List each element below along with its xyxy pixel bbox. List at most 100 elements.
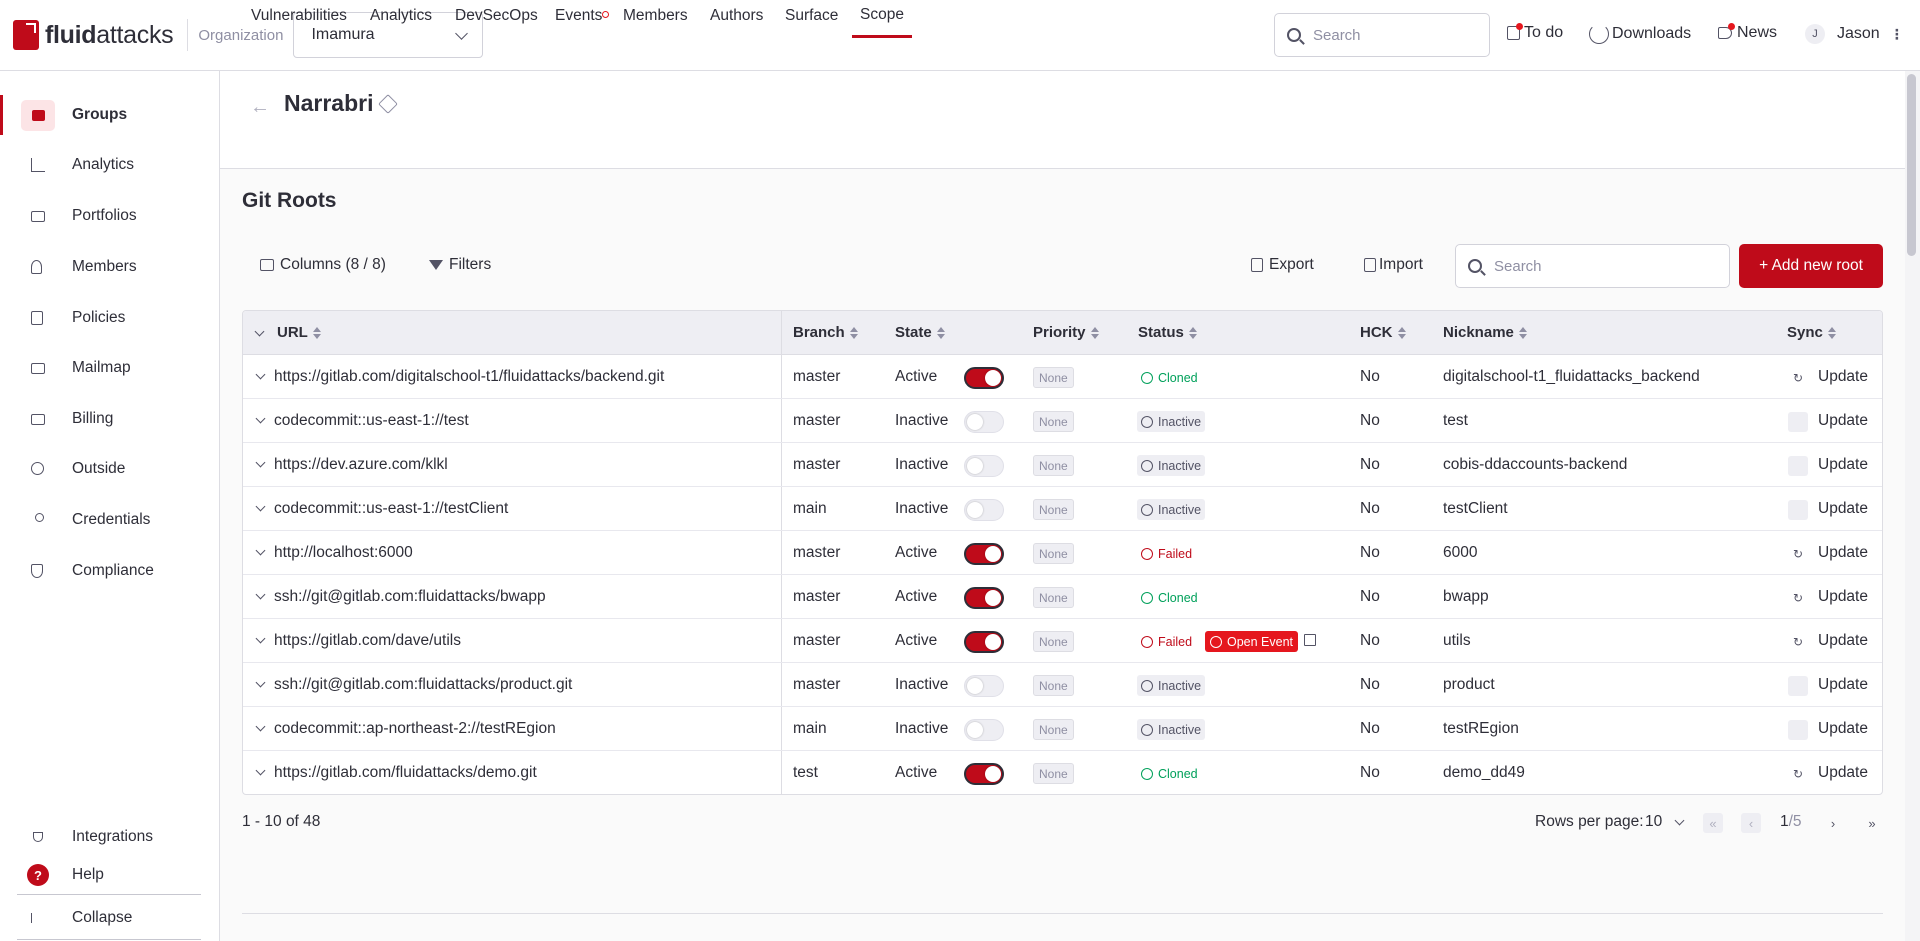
sidebar-item-portfolios[interactable]: Portfolios [0, 196, 219, 236]
column-header-branch[interactable]: Branch [793, 324, 858, 341]
root-url: http://localhost:6000 [274, 544, 413, 561]
group-info-icon[interactable] [378, 94, 398, 114]
root-state-toggle[interactable] [964, 719, 1004, 741]
column-header-hck[interactable]: HCK [1360, 324, 1406, 341]
root-state-toggle[interactable] [964, 675, 1004, 697]
table-row[interactable]: ssh://git@gitlab.com:fluidattacks/produc… [243, 663, 1882, 707]
todo-button[interactable]: To do [1507, 23, 1563, 42]
user-menu[interactable]: J Jason ⋮ [1805, 24, 1904, 44]
root-state-toggle[interactable] [964, 631, 1004, 653]
tab-surface[interactable]: Surface [785, 0, 838, 38]
columns-button[interactable]: Columns (8 / 8) [260, 254, 386, 276]
root-state: Active [895, 588, 938, 605]
sidebar-item-label: Policies [72, 309, 126, 326]
table-row[interactable]: codecommit::us-east-1://testClient main In… [243, 487, 1882, 531]
external-link-icon[interactable] [1304, 634, 1316, 646]
expand-row-chevron-icon[interactable] [255, 589, 266, 600]
table-row[interactable]: https://gitlab.com/dave/utils master Activ… [243, 619, 1882, 663]
sync-update-button[interactable]: Update [1818, 544, 1868, 561]
tab-members[interactable]: Members [623, 0, 688, 38]
expand-row-chevron-icon[interactable] [255, 545, 266, 556]
tab-analytics[interactable]: Analytics [370, 0, 432, 38]
expand-row-chevron-icon[interactable] [255, 501, 266, 512]
sidebar-item-analytics[interactable]: Analytics [0, 145, 219, 185]
tab-authors[interactable]: Authors [710, 0, 763, 38]
root-hck: No [1360, 588, 1380, 605]
sidebar-item-help[interactable]: ? Help [0, 855, 219, 895]
sidebar-item-members[interactable]: Members [0, 247, 219, 287]
sidebar-item-mailmap[interactable]: Mailmap [0, 348, 219, 388]
root-state-toggle[interactable] [964, 543, 1004, 565]
table-row[interactable]: https://gitlab.com/digitalschool-t1/flui… [243, 355, 1882, 399]
expand-all-chevron-icon[interactable] [254, 326, 265, 337]
tab-devsecops[interactable]: DevSecOps [455, 0, 538, 38]
fluidattacks-logo[interactable]: fluidattacks [13, 15, 174, 55]
global-search-input[interactable]: Search [1274, 13, 1490, 57]
sidebar-item-policies[interactable]: Policies [0, 298, 219, 338]
add-new-root-button[interactable]: + Add new root [1739, 244, 1883, 288]
filters-button[interactable]: Filters [429, 254, 491, 276]
previous-page-button[interactable]: ‹ [1741, 813, 1761, 833]
table-row[interactable]: codecommit::ap-northeast-2://testREgion m… [243, 707, 1882, 751]
column-header-status[interactable]: Status [1138, 324, 1197, 341]
expand-row-chevron-icon[interactable] [255, 633, 266, 644]
export-icon [1251, 258, 1263, 272]
table-row[interactable]: http://localhost:6000 master Active None Fai… [243, 531, 1882, 575]
column-header-sync[interactable]: Sync [1787, 324, 1836, 341]
table-row[interactable]: ssh://git@gitlab.com:fluidattacks/bwapp m… [243, 575, 1882, 619]
sidebar-item-billing[interactable]: Billing [0, 399, 219, 439]
refresh-icon: ↻ [1792, 635, 1804, 649]
sync-update-button[interactable]: Update [1818, 764, 1868, 781]
root-state-toggle[interactable] [964, 587, 1004, 609]
organization-select[interactable]: Imamura [293, 12, 484, 58]
back-arrow-icon[interactable]: ← [250, 96, 270, 118]
sync-update-button[interactable]: Update [1818, 588, 1868, 605]
root-state-toggle[interactable] [964, 763, 1004, 785]
export-button[interactable]: Export [1251, 254, 1314, 276]
sidebar-item-integrations[interactable]: Integrations [0, 817, 219, 857]
next-page-button[interactable]: › [1830, 815, 1836, 831]
column-header-url[interactable]: URL [277, 324, 321, 341]
column-header-nickname[interactable]: Nickname [1443, 324, 1527, 341]
refresh-icon: ↻ [1792, 591, 1804, 605]
expand-row-chevron-icon[interactable] [255, 765, 266, 776]
sidebar-item-compliance[interactable]: Compliance [0, 551, 219, 591]
root-state-toggle[interactable] [964, 455, 1004, 477]
first-page-button[interactable]: « [1703, 813, 1723, 833]
scrollbar-track[interactable] [1905, 71, 1920, 941]
tab-scope[interactable]: Scope [852, 0, 912, 38]
expand-row-chevron-icon[interactable] [255, 677, 266, 688]
last-page-button[interactable]: » [1868, 815, 1876, 831]
sidebar-item-credentials[interactable]: Credentials [0, 500, 219, 540]
expand-row-chevron-icon[interactable] [255, 457, 266, 468]
table-row[interactable]: codecommit::us-east-1://test master Inacti… [243, 399, 1882, 443]
status-icon [1141, 679, 1153, 692]
root-state-toggle[interactable] [964, 411, 1004, 433]
sort-icon [1827, 326, 1836, 339]
sync-update-button: Update [1818, 720, 1868, 737]
table-row[interactable]: https://dev.azure.com/klkl master Inactive… [243, 443, 1882, 487]
import-button[interactable]: Import [1364, 254, 1423, 276]
expand-row-chevron-icon[interactable] [255, 721, 266, 732]
rows-per-page-select[interactable]: 10 [1645, 813, 1685, 831]
downloads-button[interactable]: Downloads [1589, 24, 1691, 44]
root-state-toggle[interactable] [964, 499, 1004, 521]
root-state-toggle[interactable] [964, 367, 1004, 389]
divider [17, 939, 201, 940]
roots-search-input[interactable]: Search [1455, 244, 1730, 288]
expand-row-chevron-icon[interactable] [255, 369, 266, 380]
column-header-state[interactable]: State [895, 324, 945, 341]
tab-events[interactable]: Events [555, 0, 609, 38]
column-header-priority[interactable]: Priority [1033, 324, 1099, 341]
tab-vulnerabilities[interactable]: Vulnerabilities [251, 0, 347, 38]
sidebar-item-groups[interactable]: Groups [0, 95, 219, 135]
news-button[interactable]: News [1718, 23, 1777, 42]
expand-row-chevron-icon[interactable] [255, 413, 266, 424]
sync-update-button[interactable]: Update [1818, 368, 1868, 385]
root-nickname: digitalschool-t1_fluidattacks_backend [1443, 368, 1700, 385]
scrollbar-thumb[interactable] [1907, 74, 1916, 256]
table-row[interactable]: https://gitlab.com/fluidattacks/demo.git… [243, 751, 1882, 794]
sidebar-collapse-button[interactable]: Collapse [0, 898, 219, 938]
sync-update-button[interactable]: Update [1818, 632, 1868, 649]
sidebar-item-outside[interactable]: Outside [0, 449, 219, 489]
